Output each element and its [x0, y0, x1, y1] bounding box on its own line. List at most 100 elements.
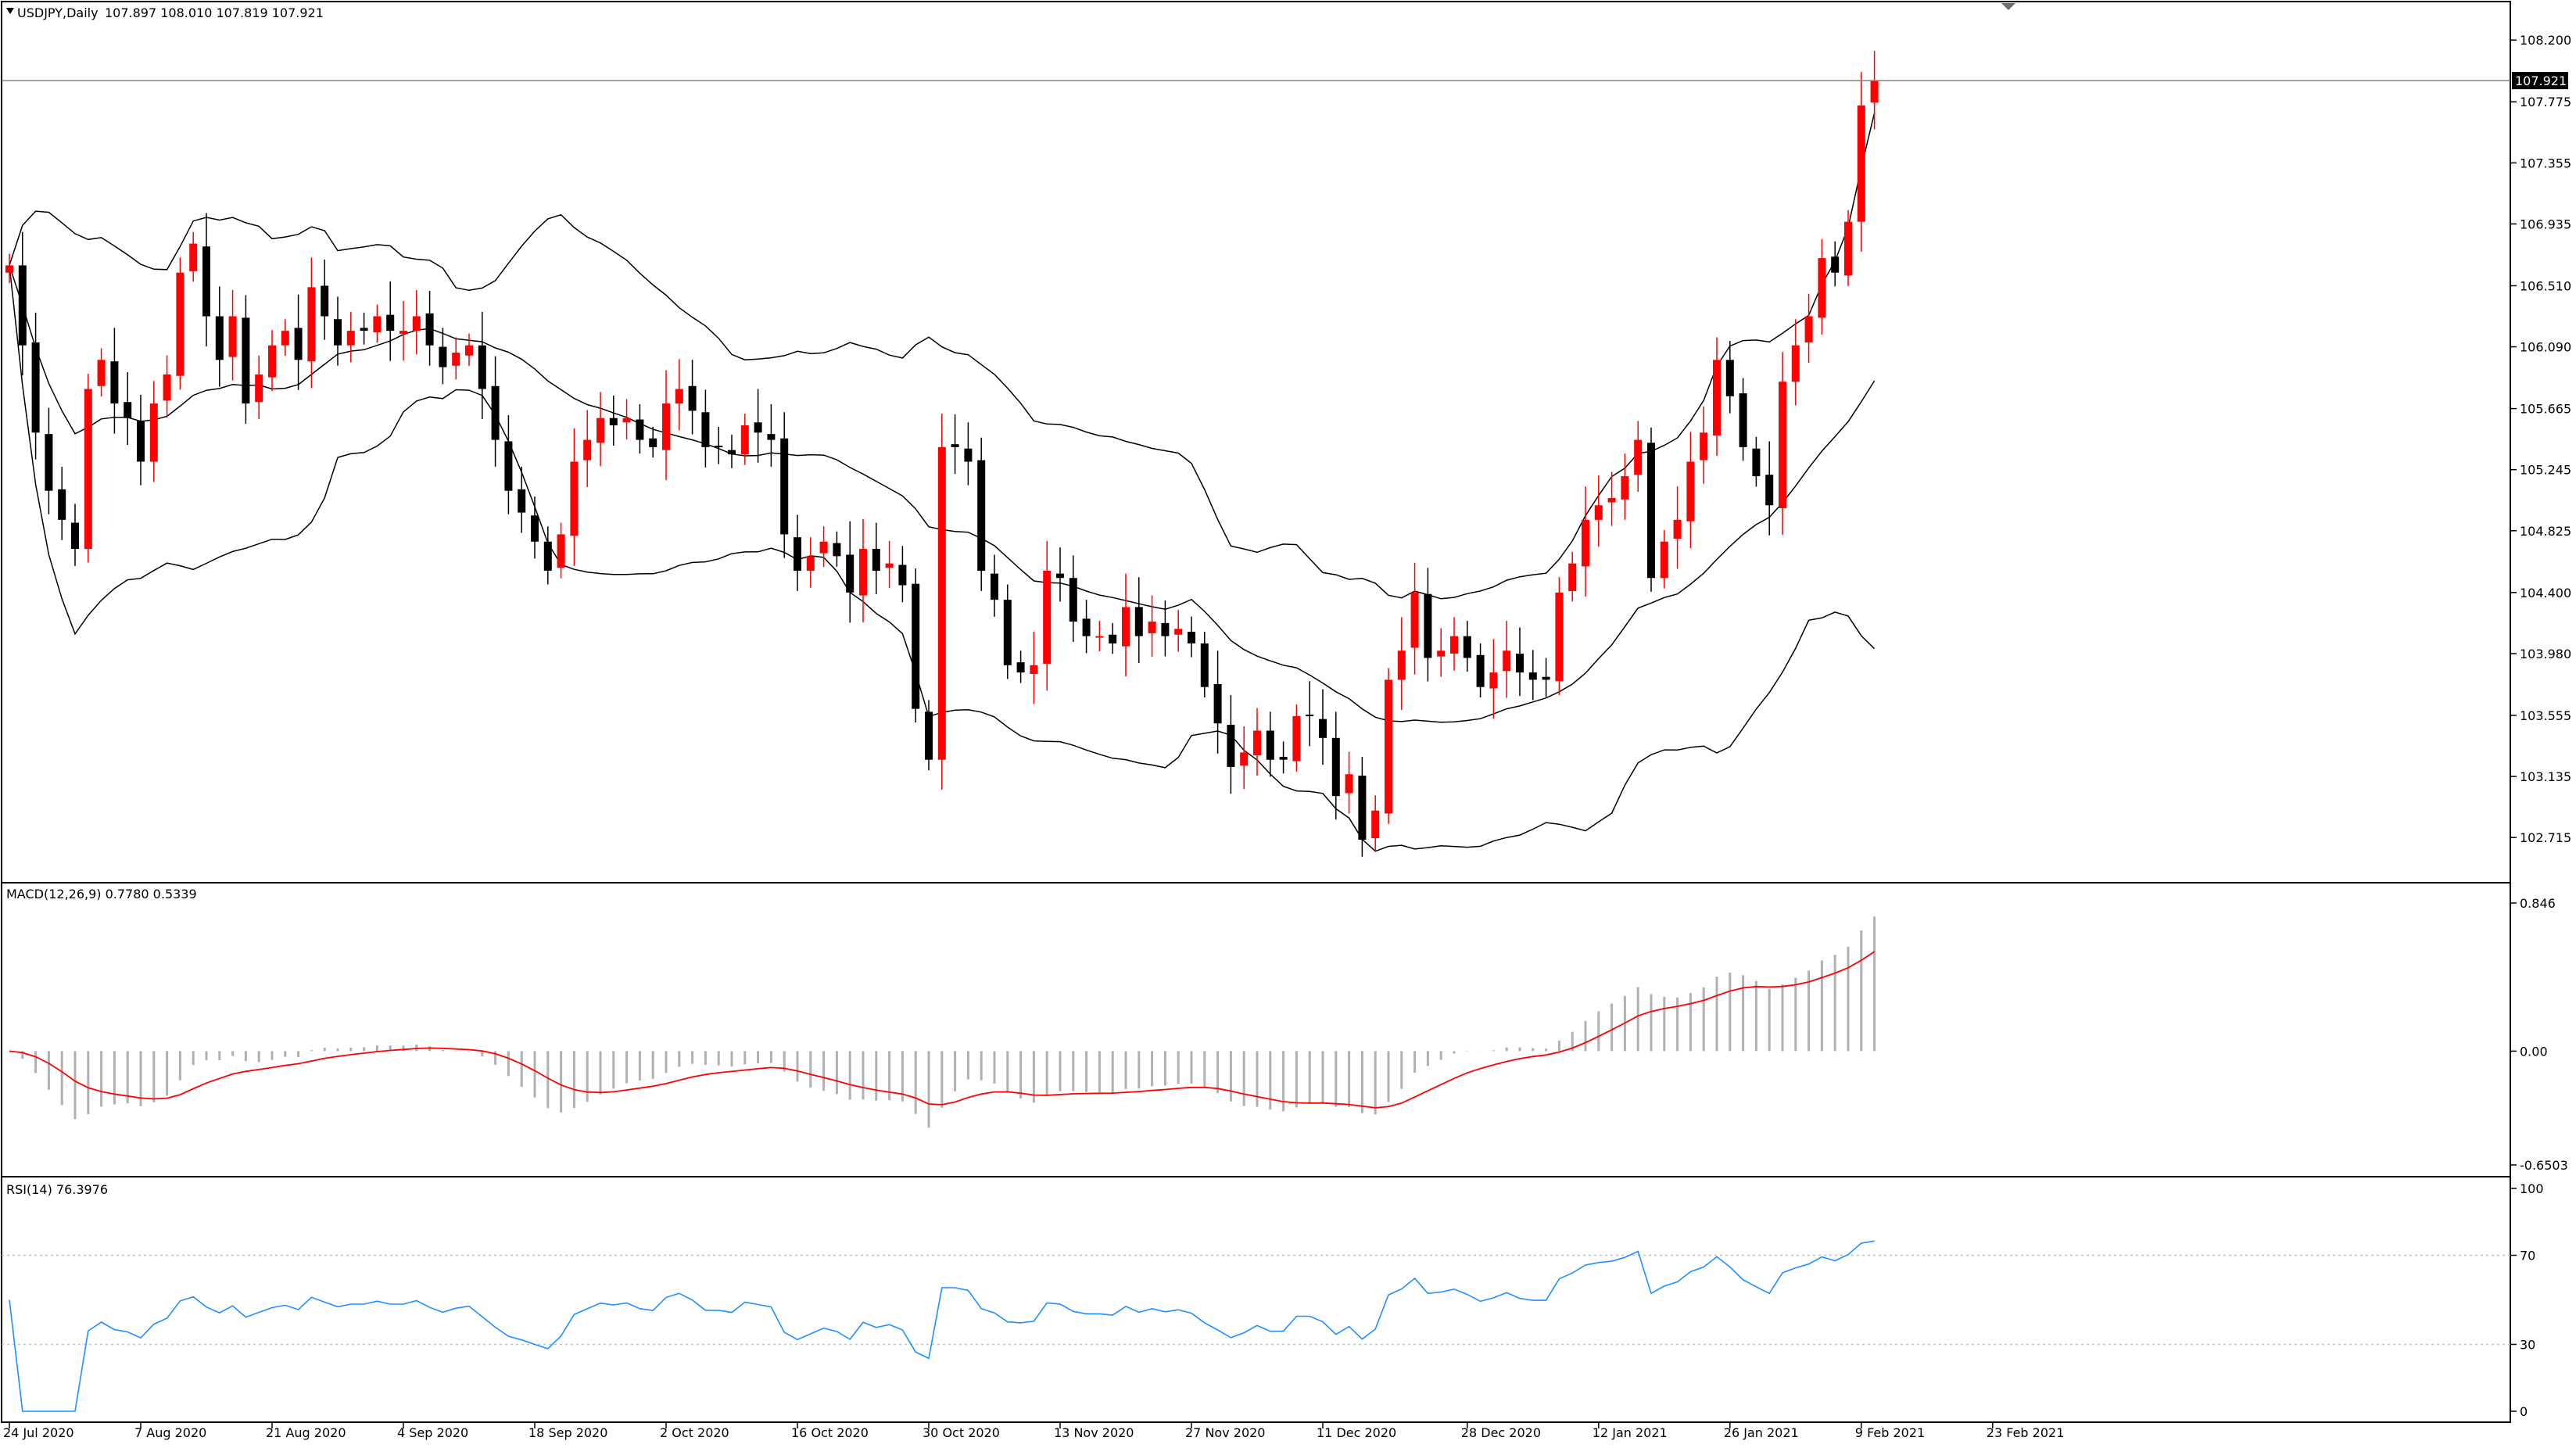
candle-body — [110, 361, 119, 404]
candle-body — [1870, 81, 1879, 103]
candle-body — [1109, 634, 1117, 643]
macd-panel-frame — [1, 882, 2511, 1177]
candle-body — [1621, 476, 1629, 500]
candle-body — [1857, 105, 1865, 222]
candle-body — [1700, 432, 1708, 461]
candle-body — [649, 438, 657, 447]
price-tick-label: 107.355 — [2520, 156, 2571, 170]
candle-body — [662, 403, 670, 450]
candle-body — [833, 543, 841, 557]
candle-body — [504, 441, 513, 491]
collapse-triangle-icon[interactable] — [6, 8, 14, 14]
candle-body — [675, 389, 683, 404]
macd-tick-label: 0.00 — [2520, 1044, 2548, 1059]
candle-body — [255, 374, 263, 403]
candle-body — [754, 422, 762, 433]
candle-body — [1660, 541, 1668, 579]
price-tick-label: 102.715 — [2520, 830, 2571, 845]
date-tick-label: 13 Nov 2020 — [1054, 1425, 1134, 1440]
candle-body — [478, 345, 486, 389]
candle-body — [1542, 676, 1550, 680]
candle-body — [1043, 570, 1052, 664]
candle-body — [701, 412, 710, 447]
price-tick-label: 107.775 — [2520, 95, 2571, 109]
candle-body — [176, 272, 185, 376]
candle-body — [583, 439, 592, 461]
candle-body — [1673, 519, 1682, 539]
candle-body — [1056, 573, 1064, 579]
symbol-label: USDJPY,Daily — [17, 5, 99, 20]
current-price-label: 107.921 — [2515, 73, 2567, 88]
date-axis: 24 Jul 2020 7 Aug 2020 21 Aug 2020 4 Sep 20… — [3, 1422, 2064, 1440]
candle-body — [425, 313, 434, 346]
candle-body — [215, 316, 224, 360]
date-tick-label: 21 Aug 2020 — [266, 1425, 346, 1440]
date-tick-label: 4 Sep 2020 — [397, 1425, 468, 1440]
candle-body — [1082, 618, 1091, 636]
candle-body — [1003, 600, 1012, 665]
date-tick-label: 28 Dec 2020 — [1461, 1425, 1541, 1440]
scroll-marker-icon — [2001, 3, 2015, 10]
candle-body — [346, 331, 355, 346]
candle-body — [1779, 382, 1786, 508]
price-tick-label: 103.980 — [2520, 647, 2571, 661]
candle-body — [97, 360, 106, 386]
candle-body — [1594, 505, 1603, 520]
date-tick-label: 26 Jan 2021 — [1724, 1425, 1799, 1440]
candle-body — [557, 534, 565, 568]
candle-body — [609, 418, 618, 425]
candle-body — [281, 331, 289, 346]
candle-body — [715, 446, 723, 448]
candle-body — [1634, 439, 1643, 475]
candle-body — [1713, 360, 1721, 435]
candle-body — [740, 425, 749, 455]
candles — [5, 51, 1879, 857]
candle-body — [1647, 443, 1655, 579]
candle-body — [124, 402, 132, 418]
candle-body — [1503, 651, 1511, 672]
candle-body — [307, 287, 316, 362]
candle-body — [149, 403, 158, 462]
candle-body — [1410, 592, 1419, 648]
candle-body — [242, 317, 250, 404]
candle-body — [859, 549, 867, 596]
candle-body — [1607, 497, 1616, 503]
candle-body — [1450, 636, 1458, 654]
candle-body — [1686, 461, 1695, 521]
price-tick-label: 106.935 — [2520, 217, 2571, 231]
candle-body — [1253, 730, 1261, 756]
candle-body — [1331, 737, 1340, 797]
date-tick-label: 16 Oct 2020 — [791, 1425, 869, 1440]
candle-body — [452, 353, 460, 366]
price-tick-label: 104.400 — [2520, 586, 2571, 600]
rsi-line — [9, 1240, 1875, 1412]
candle-body — [1358, 776, 1367, 840]
candle-body — [228, 316, 237, 357]
candle-body — [1227, 725, 1235, 767]
candle-body — [1752, 448, 1761, 477]
candle-body — [45, 434, 53, 491]
candle-body — [399, 331, 407, 334]
current-price-badge — [2512, 72, 2568, 90]
candle-body — [1568, 563, 1577, 591]
price-tick-label: 105.245 — [2520, 463, 2571, 478]
candle-body — [912, 583, 920, 709]
rsi-indicator — [2, 1240, 2510, 1412]
candle-body — [465, 345, 473, 356]
candle-body — [202, 246, 210, 317]
candle-body — [1765, 475, 1774, 506]
candle-body — [1555, 592, 1564, 682]
macd-indicator — [9, 916, 1876, 1128]
candle-body — [1266, 730, 1274, 760]
date-tick-label: 18 Sep 2020 — [528, 1425, 607, 1440]
bollinger-upper-band — [9, 113, 1876, 600]
price-tick-label: 103.555 — [2520, 708, 2571, 723]
rsi-tick-label: 100 — [2520, 1181, 2544, 1196]
macd-axis: 0.846 0.00 -0.6503 — [2510, 896, 2568, 1173]
candle-body — [294, 328, 303, 360]
rsi-tick-label: 0 — [2520, 1404, 2528, 1419]
price-tick-label: 106.510 — [2520, 278, 2571, 293]
candle-body — [373, 316, 382, 332]
price-axis: 108.200 107.775 107.355 106.935 106.510 106.0… — [2, 33, 2571, 845]
